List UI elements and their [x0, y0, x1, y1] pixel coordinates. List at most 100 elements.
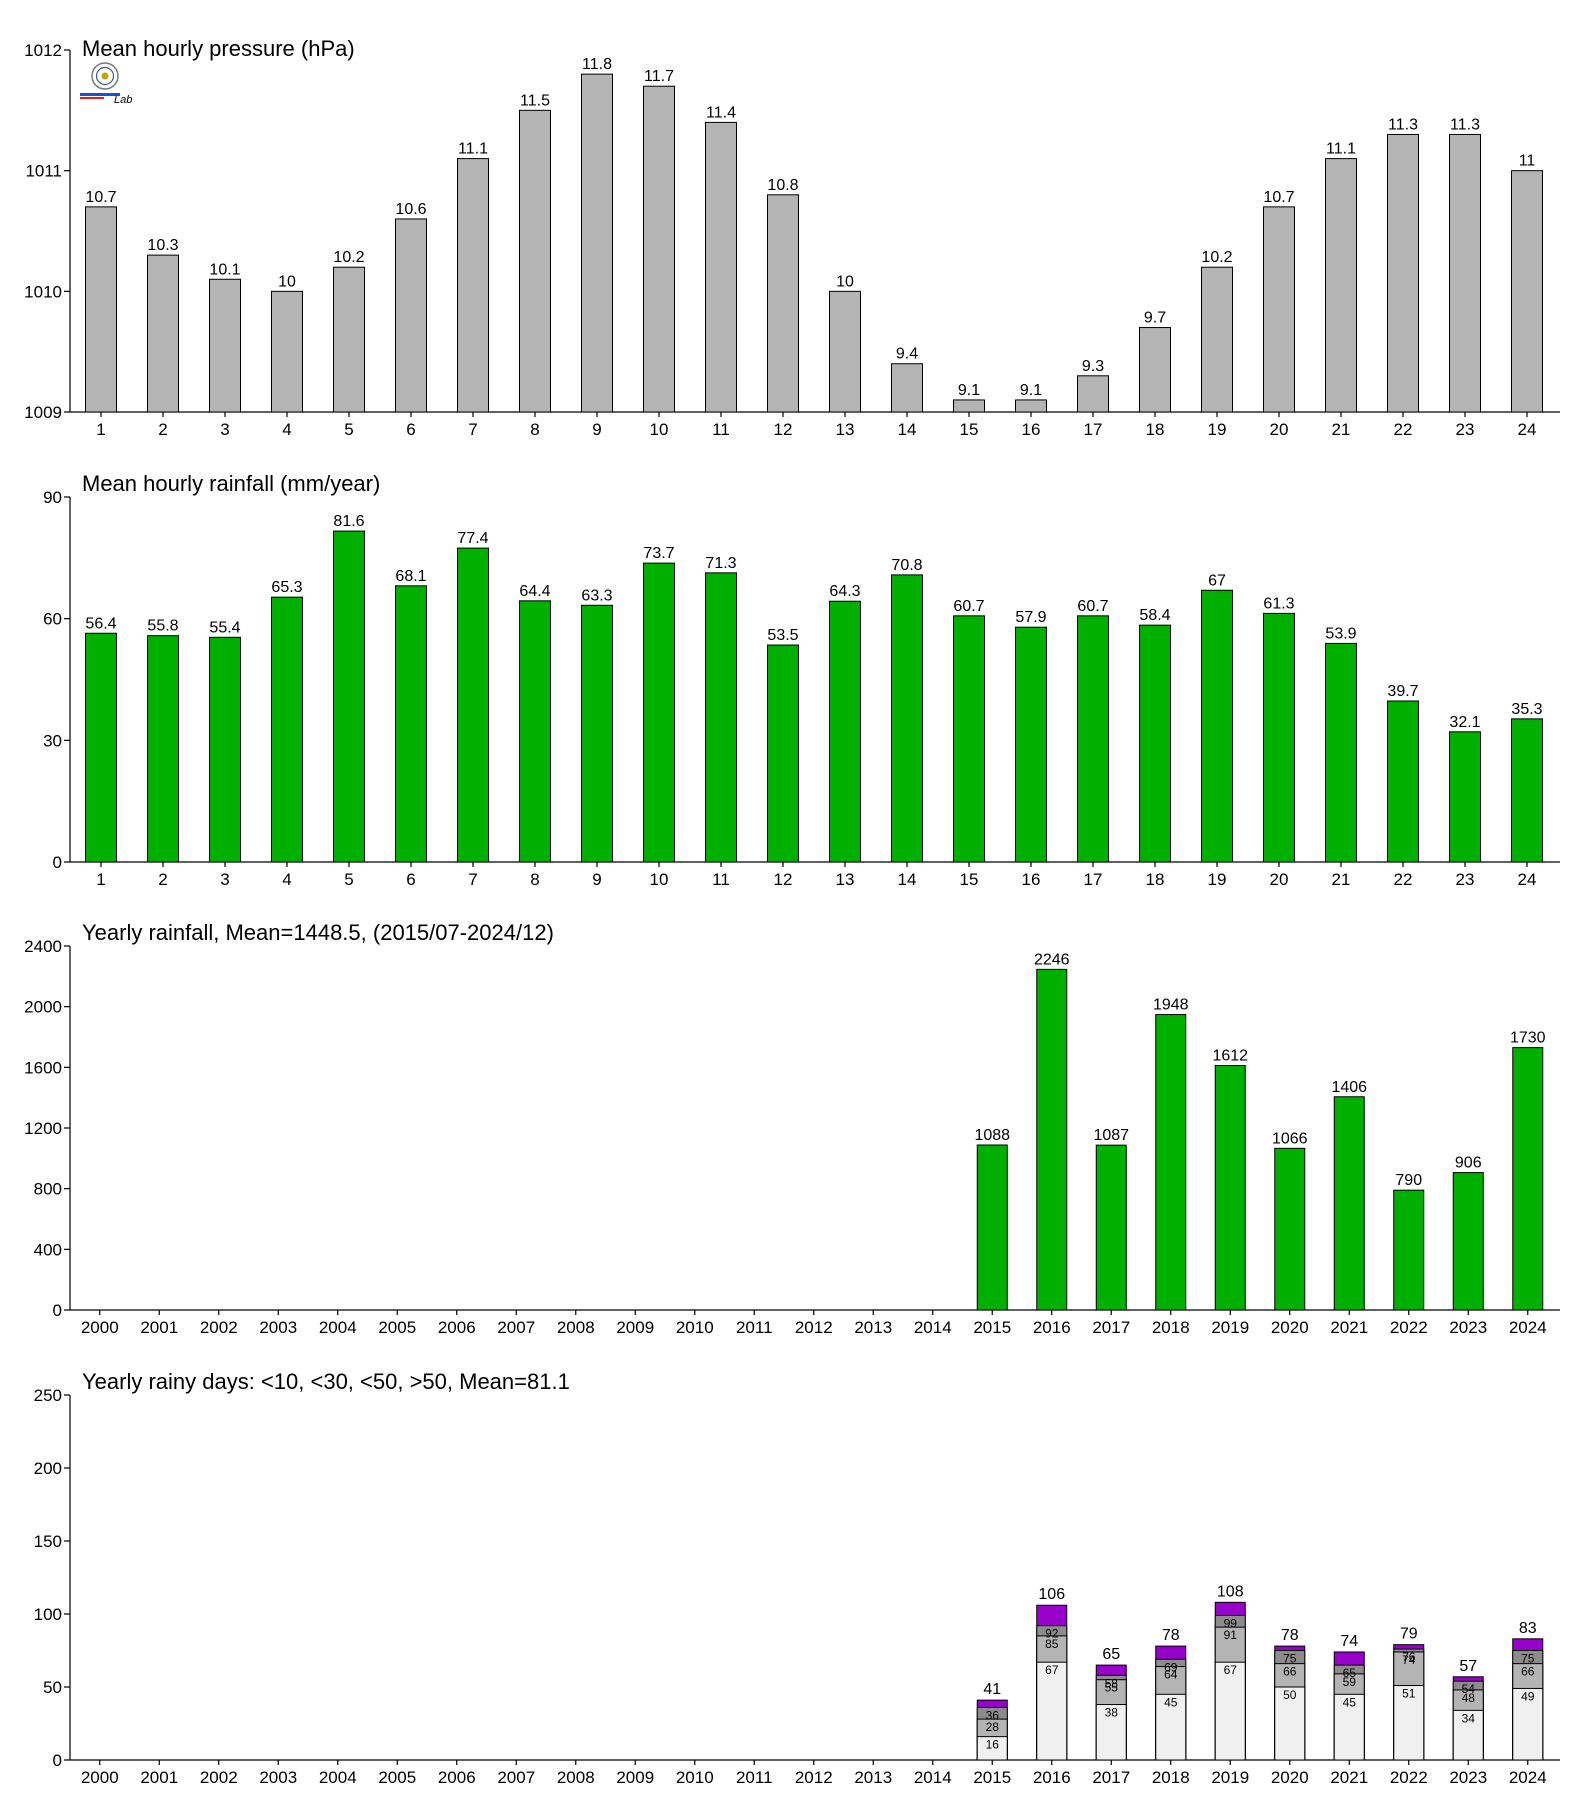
x-tick-label: 22: [1394, 420, 1413, 439]
y-tick-label: 2400: [24, 937, 62, 956]
bar: [271, 290, 303, 413]
x-tick-label: 2018: [1152, 1768, 1190, 1787]
bar-value-label: 64.4: [519, 583, 550, 600]
rainy-days-panel: Yearly rainy days: <10, <30, <50, >50, M…: [34, 1369, 1560, 1787]
bar-value-label: 9.3: [1082, 358, 1104, 375]
bar-value-label: 32.1: [1449, 714, 1480, 731]
bar-value-label: 10: [836, 273, 854, 290]
x-tick-label: 10: [650, 870, 669, 889]
x-tick-label: 4: [282, 870, 291, 889]
bar-value-label: 10.2: [1201, 249, 1232, 266]
bar-value-label: 9.1: [1020, 382, 1042, 399]
logo-bar-red: [80, 97, 104, 99]
bar: [1201, 589, 1233, 863]
bar: [581, 604, 613, 863]
bar-value-label: 81.6: [333, 513, 364, 530]
bar: [1263, 612, 1295, 863]
bar: [1325, 642, 1357, 863]
stack-value-label: 34: [1462, 1711, 1476, 1725]
y-tick-label: 50: [43, 1678, 62, 1697]
bar-value-label: 57.9: [1015, 609, 1046, 626]
x-tick-label: 2024: [1509, 1768, 1547, 1787]
stack-total-label: 79: [1400, 1626, 1418, 1643]
bar-value-label: 56.4: [85, 615, 116, 632]
x-tick-label: 2019: [1211, 1318, 1249, 1337]
bar: [147, 254, 179, 413]
x-tick-label: 1: [96, 870, 105, 889]
bar-value-label: 68.1: [395, 568, 426, 585]
x-tick-label: 23: [1456, 870, 1475, 889]
bar: [1325, 158, 1357, 413]
stack-value-label: 75: [1521, 1652, 1535, 1666]
bar-value-label: 58.4: [1139, 607, 1170, 624]
x-tick-label: 23: [1456, 420, 1475, 439]
stack-value-label: 51: [1402, 1687, 1416, 1701]
bar: [333, 530, 365, 863]
yearly-rainfall-panel: Yearly rainfall, Mean=1448.5, (2015/07-2…: [24, 920, 1560, 1337]
bar: [1387, 133, 1419, 413]
x-tick-label: 2020: [1271, 1318, 1309, 1337]
x-tick-label: 2008: [557, 1768, 595, 1787]
rainy-days-chart-title: Yearly rainy days: <10, <30, <50, >50, M…: [82, 1369, 570, 1394]
stack-segment-lt10: [1214, 1661, 1246, 1761]
stack-total-label: 83: [1519, 1620, 1537, 1637]
x-tick-label: 1: [96, 420, 105, 439]
bar: [829, 600, 861, 863]
x-tick-label: 20: [1270, 420, 1289, 439]
stack-value-label: 45: [1343, 1695, 1357, 1709]
bar: [271, 596, 303, 863]
bar-value-label: 11.1: [458, 141, 488, 158]
bar: [1452, 1172, 1484, 1311]
x-tick-label: 11: [712, 870, 730, 889]
stack-value-label: 58: [1105, 1676, 1119, 1690]
bar-value-label: 11.4: [706, 104, 736, 121]
bar-value-label: 61.3: [1263, 595, 1294, 612]
bar-value-label: 70.8: [891, 557, 922, 574]
stack-segment-lt10: [1155, 1693, 1187, 1761]
bar: [953, 399, 985, 413]
yearly-rainfall-chart-title: Yearly rainfall, Mean=1448.5, (2015/07-2…: [82, 920, 554, 945]
x-tick-label: 9: [592, 870, 601, 889]
stack-value-label: 74: [1402, 1653, 1416, 1667]
stack-value-label: 28: [986, 1720, 1000, 1734]
x-tick-label: 2010: [676, 1768, 714, 1787]
x-tick-label: 5: [344, 870, 353, 889]
x-tick-label: 15: [960, 870, 979, 889]
x-tick-label: 2014: [914, 1318, 952, 1337]
stack-segment-lt10: [1095, 1704, 1127, 1761]
stack-value-label: 67: [1045, 1663, 1059, 1677]
bar-value-label: 10: [278, 273, 296, 290]
stack-value-label: 59: [1343, 1675, 1357, 1689]
hourly-rainfall-chart-title: Mean hourly rainfall (mm/year): [82, 471, 380, 496]
bar-value-label: 65.3: [271, 579, 302, 596]
x-tick-label: 16: [1022, 420, 1041, 439]
stack-value-label: 36: [986, 1708, 1000, 1722]
stack-value-label: 49: [1521, 1689, 1535, 1703]
bar: [519, 600, 551, 863]
x-tick-label: 2018: [1152, 1318, 1190, 1337]
bar: [1015, 399, 1047, 413]
bar-value-label: 10.2: [333, 249, 364, 266]
stack-value-label: 65: [1343, 1666, 1357, 1680]
x-tick-label: 2012: [795, 1768, 833, 1787]
stack-total-label: 106: [1038, 1586, 1065, 1603]
bar: [395, 585, 427, 863]
pressure-panel: Mean hourly pressure (hPa) Lab 100910101…: [24, 36, 1560, 439]
stack-value-label: 66: [1283, 1665, 1297, 1679]
x-tick-label: 2017: [1092, 1318, 1130, 1337]
bar-value-label: 9.4: [896, 346, 918, 363]
bar-value-label: 1087: [1093, 1127, 1129, 1144]
bar: [457, 547, 489, 863]
bar: [891, 574, 923, 863]
bar: [1077, 375, 1109, 413]
bar-value-label: 2246: [1034, 951, 1070, 968]
x-tick-label: 2013: [854, 1318, 892, 1337]
bar: [1511, 718, 1543, 863]
y-tick-label: 1009: [24, 403, 62, 422]
bar: [395, 218, 427, 413]
bar: [1015, 626, 1047, 863]
bar-value-label: 11: [1519, 153, 1536, 170]
stack-value-label: 50: [1283, 1688, 1297, 1702]
seal-center: [101, 72, 109, 80]
